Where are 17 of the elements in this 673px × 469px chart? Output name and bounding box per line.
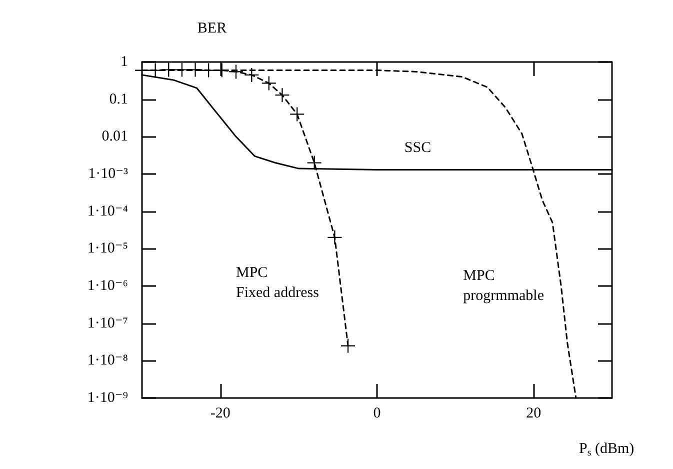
y-tick-label: 1·10⁻⁷ (87, 315, 128, 332)
y-axis-title: BER (197, 20, 227, 36)
y-tick-label: 1·10⁻⁸ (87, 352, 128, 369)
series-label: MPC Fixed address (236, 265, 320, 302)
y-tick-label: 1·10⁻³ (88, 166, 128, 182)
x-tick-label: -20 (210, 406, 230, 422)
x-tick-label: 20 (526, 406, 542, 422)
y-tick-label: 0.1 (109, 91, 128, 108)
y-tick-label: 0.01 (102, 128, 128, 145)
x-tick-label: 0 (373, 406, 381, 422)
series-label: MPC progrmmable (463, 268, 544, 304)
y-tick-label: 1 (120, 54, 128, 70)
y-tick-label: 1·10⁻⁴ (87, 203, 128, 220)
y-tick-label: 1·10⁻⁵ (87, 240, 128, 257)
y-tick-label: 1·10⁻⁹ (87, 390, 128, 406)
y-tick-label: 1·10⁻⁶ (87, 278, 128, 294)
series-label: SSC (404, 140, 432, 156)
